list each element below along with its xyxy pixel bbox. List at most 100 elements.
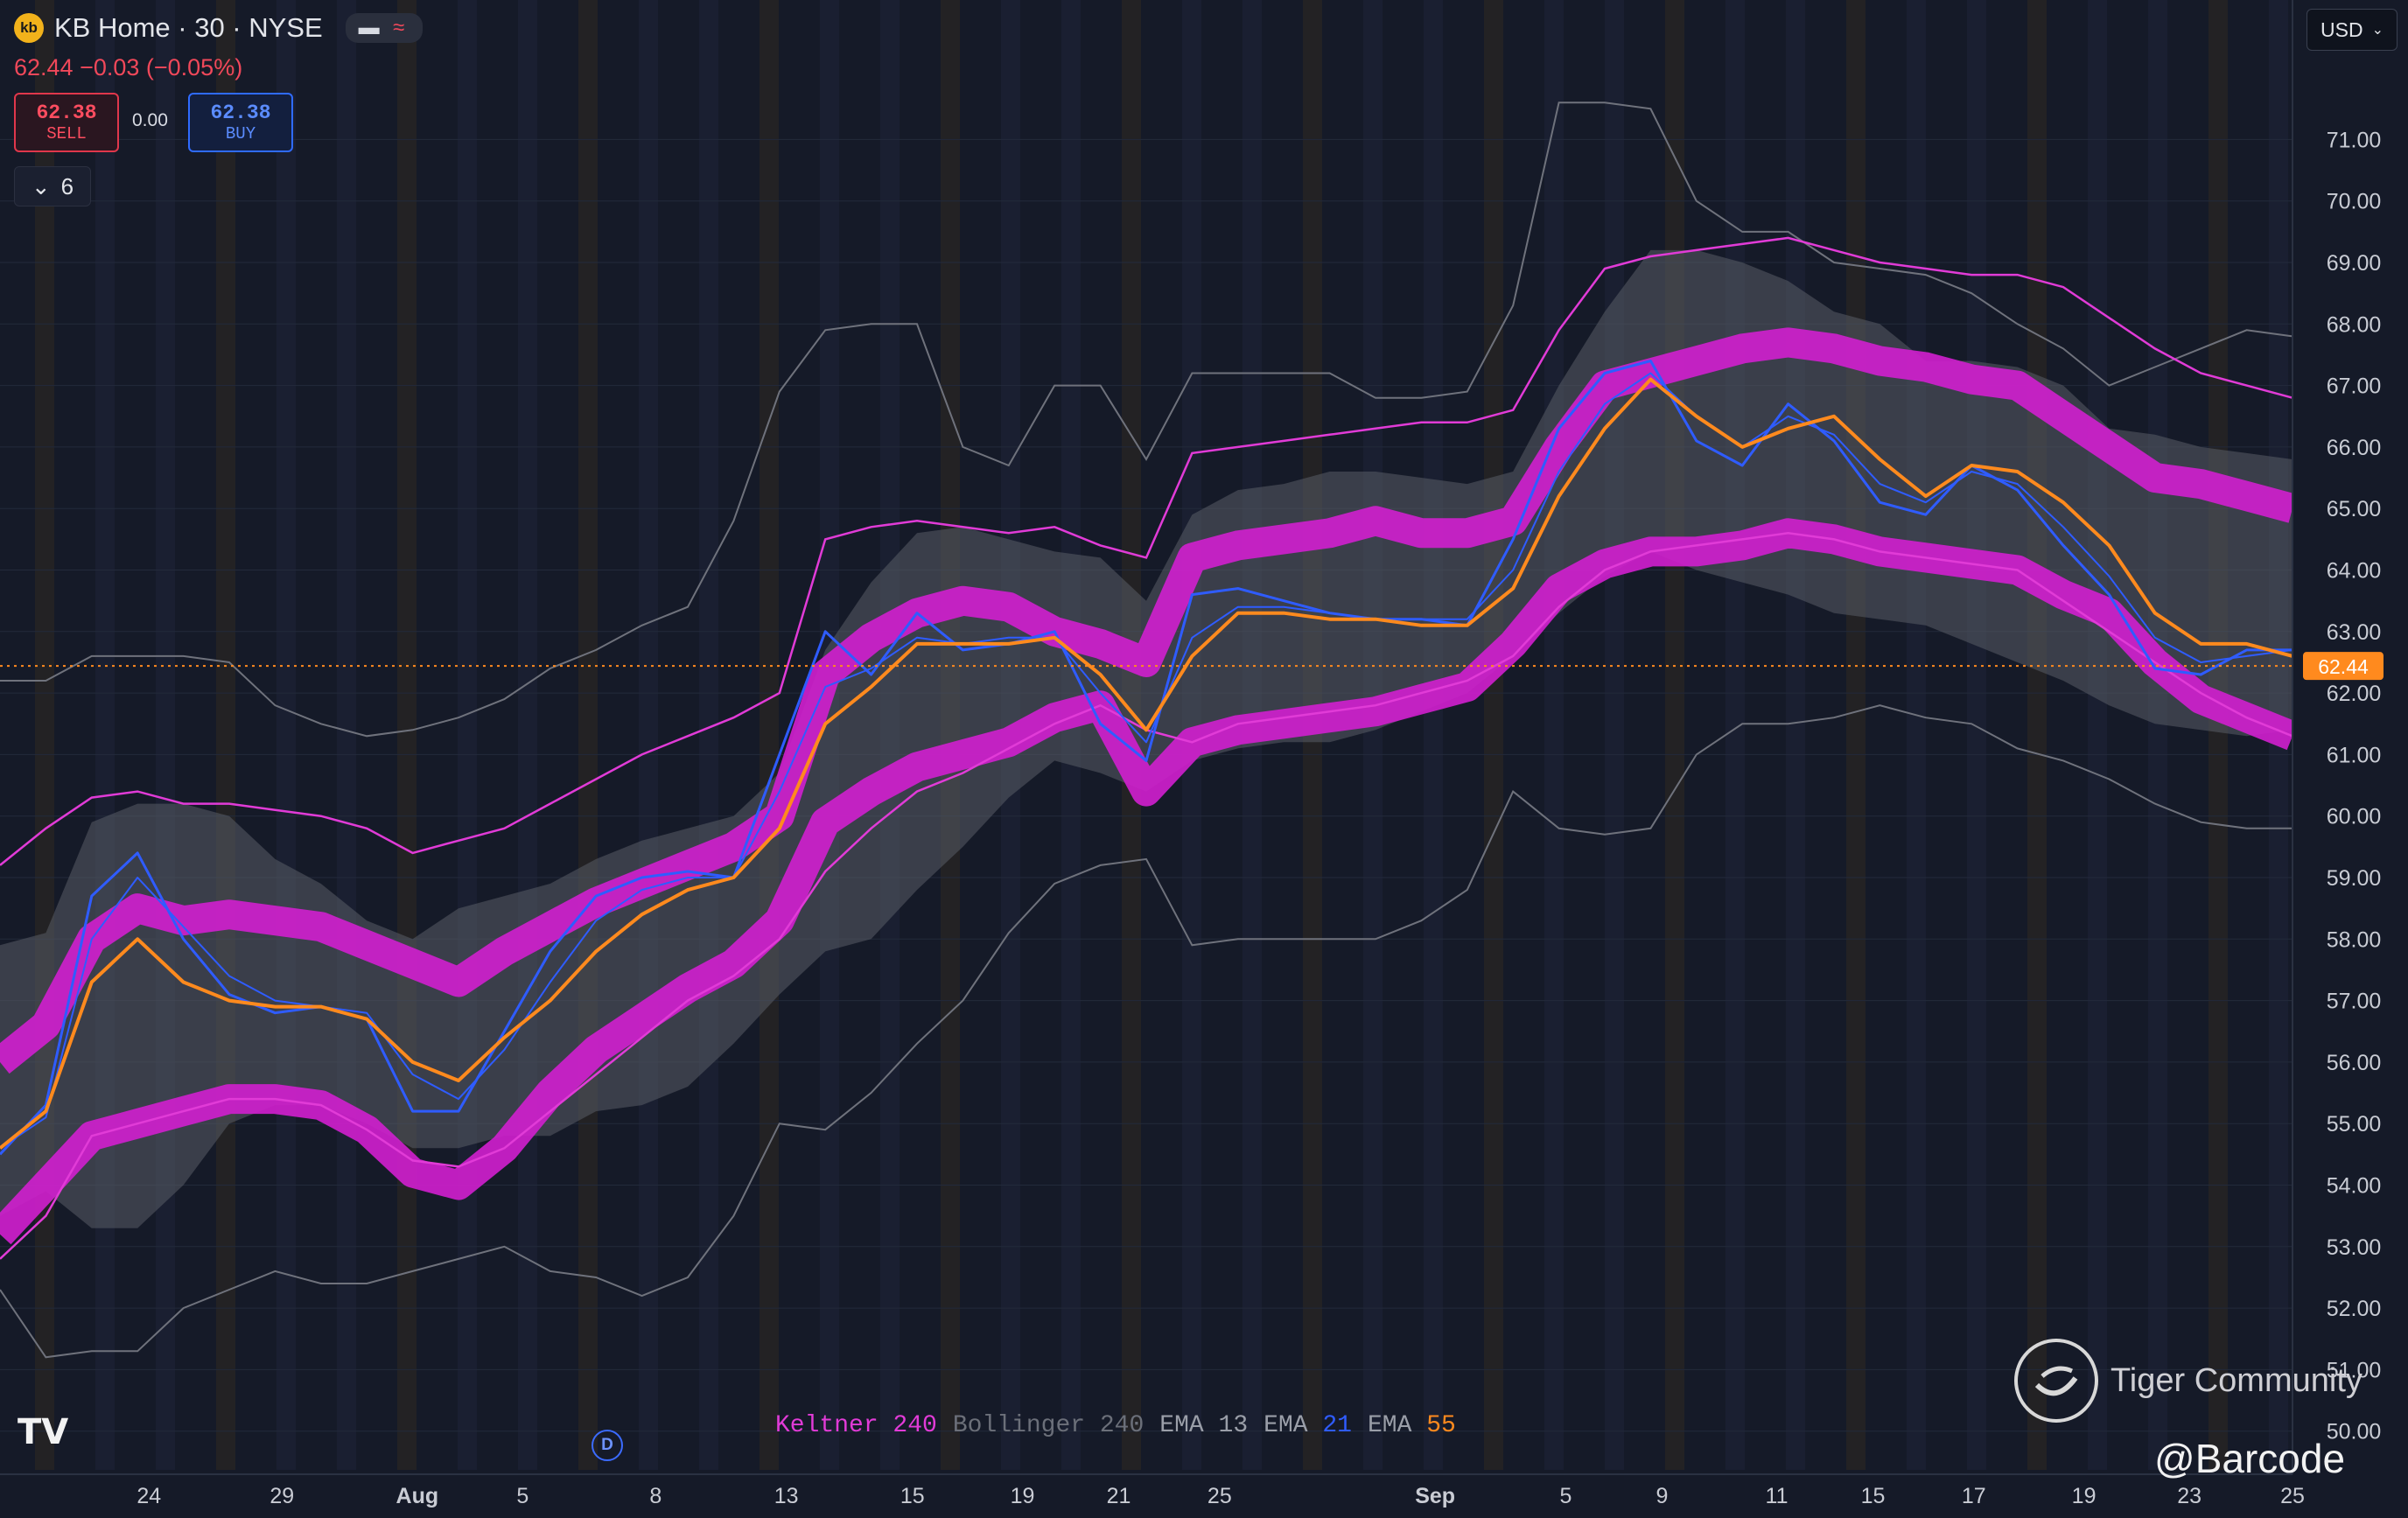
- time-tick-label: 13: [774, 1484, 799, 1508]
- session-stripe: [1605, 0, 1624, 1470]
- session-stripe: [2088, 0, 2107, 1470]
- price-tick-label: 56.00: [2327, 1051, 2382, 1075]
- legend-item[interactable]: Keltner 240: [775, 1412, 937, 1439]
- time-tick-label: 25: [2280, 1484, 2305, 1508]
- session-stripe: [95, 0, 115, 1470]
- price-axis-bg: [2292, 0, 2408, 1518]
- session-stripe: [2148, 0, 2167, 1470]
- session-stripe: [1786, 0, 1805, 1470]
- minus-icon[interactable]: ▬: [358, 16, 380, 39]
- indicator-legend: Keltner 240 Bollinger 240 EMA 13 EMA 21 EMA …: [775, 1412, 1456, 1439]
- chart-style-toggle[interactable]: ▬ ≈: [345, 13, 423, 43]
- buy-button[interactable]: 62.38 BUY: [188, 93, 293, 152]
- symbol-title[interactable]: KB Home · 30 · NYSE: [54, 12, 323, 43]
- price-change-quote: 62.44 −0.03 (−0.05%): [14, 54, 243, 80]
- time-tick-label: 29: [270, 1484, 294, 1508]
- bollinger-bands: [0, 101, 2293, 1359]
- symbol-header: kb KB Home · 30 · NYSE ▬ ≈: [14, 12, 423, 44]
- wave-icon[interactable]: ≈: [393, 16, 405, 39]
- keltner-upper-line: [0, 236, 2293, 866]
- author-handle: @Barcode: [2154, 1436, 2346, 1481]
- session-stripe: [1363, 0, 1382, 1470]
- session-stripe: [2208, 0, 2228, 1470]
- price-tick-label: 57.00: [2327, 990, 2382, 1014]
- legend-param: 55: [1411, 1412, 1456, 1439]
- price-tick-label: 68.00: [2327, 312, 2382, 337]
- session-stripe: [216, 0, 235, 1470]
- legend-item[interactable]: Bollinger 240: [953, 1412, 1144, 1439]
- current-price-tag: [2303, 652, 2384, 681]
- legend-param: 21: [1307, 1412, 1352, 1439]
- session-stripe: [2027, 0, 2047, 1470]
- time-tick-label: Aug: [396, 1484, 439, 1508]
- chevron-down-icon: ⌄: [2371, 23, 2384, 38]
- legend-name: EMA: [1367, 1412, 1412, 1439]
- kb-home-logo-icon: kb: [14, 13, 44, 43]
- price-tick-label: 71.00: [2327, 128, 2382, 152]
- indicators-collapse-button[interactable]: ⌄ 6: [14, 166, 91, 206]
- legend-param: 240: [1085, 1412, 1144, 1439]
- time-tick-label: 11: [1766, 1484, 1788, 1508]
- session-stripe: [1967, 0, 1986, 1470]
- sell-price: 62.38: [36, 101, 97, 124]
- time-tick-label: 5: [1560, 1484, 1572, 1508]
- session-stripe: [1665, 0, 1684, 1470]
- bollinger-outer-lower: [0, 704, 2292, 1359]
- sell-label: SELL: [46, 124, 87, 143]
- price-tick-label: 66.00: [2327, 436, 2382, 460]
- legend-item[interactable]: EMA 21: [1264, 1412, 1352, 1439]
- price-axis: 50.00 51.00 52.00 53.00 54.00 55.00 56.00 57.00…: [2292, 0, 2408, 1518]
- time-tick-label: 23: [2177, 1484, 2202, 1508]
- price-tick-label: 50.00: [2327, 1420, 2382, 1445]
- ema-series-line: [0, 377, 2293, 1150]
- price-tick-label: 64.00: [2327, 559, 2382, 584]
- currency-select[interactable]: USD ⌄: [2306, 9, 2398, 51]
- bollinger-outer-upper: [0, 101, 2293, 738]
- session-stripe: [1484, 0, 1503, 1470]
- session-stripe: [1907, 0, 1926, 1470]
- sell-button[interactable]: 62.38 SELL: [14, 93, 119, 152]
- legend-name: EMA: [1159, 1412, 1204, 1439]
- session-stripe: [337, 0, 356, 1470]
- time-tick-label: 9: [1656, 1484, 1669, 1508]
- tiger-logo-icon: [2014, 1339, 2098, 1423]
- legend-item[interactable]: EMA 55: [1368, 1412, 1456, 1439]
- time-tick-label: 19: [2072, 1484, 2096, 1508]
- legend-item[interactable]: EMA 13: [1159, 1412, 1248, 1439]
- price-tick-label: 65.00: [2327, 497, 2382, 521]
- price-tick-label: 54.00: [2327, 1174, 2382, 1199]
- time-tick-label: 24: [136, 1484, 161, 1508]
- ema-series-line: [0, 360, 2292, 1156]
- keltner-mid-band: [0, 327, 2297, 1074]
- ema-lines: [0, 360, 2293, 1156]
- dividend-event-marker[interactable]: D: [592, 1430, 623, 1461]
- session-stripe: [760, 0, 779, 1470]
- currency-value: USD: [2320, 17, 2363, 41]
- price-tick-label: 51.00: [2327, 1358, 2382, 1382]
- session-stripe: [276, 0, 296, 1470]
- session-stripe: [699, 0, 718, 1470]
- price-tick-label: 69.00: [2327, 251, 2382, 276]
- bollinger-band-area: [0, 249, 2292, 1228]
- session-stripe: [156, 0, 175, 1470]
- time-axis-bg: [0, 1474, 2408, 1518]
- price-tick-label: 67.00: [2327, 374, 2382, 399]
- time-tick-label: 25: [1208, 1484, 1232, 1508]
- session-stripe: [1846, 0, 1866, 1470]
- legend-name: Keltner: [775, 1412, 878, 1439]
- legend-name: EMA: [1264, 1412, 1308, 1439]
- buy-label: BUY: [225, 124, 256, 143]
- buy-price: 62.38: [210, 101, 271, 124]
- tradingview-logo-icon[interactable]: TV: [18, 1412, 69, 1452]
- price-tick-label: 61.00: [2327, 743, 2382, 767]
- current-price-label: 62.44: [2318, 655, 2369, 678]
- price-tick-label: 58.00: [2327, 927, 2382, 952]
- legend-param: 13: [1203, 1412, 1249, 1439]
- session-stripe: [397, 0, 416, 1470]
- spread-value: 0.00: [132, 110, 168, 130]
- session-stripe: [458, 0, 477, 1470]
- session-stripe: [578, 0, 598, 1470]
- session-stripe: [518, 0, 537, 1470]
- price-tick-label: 59.00: [2327, 866, 2382, 891]
